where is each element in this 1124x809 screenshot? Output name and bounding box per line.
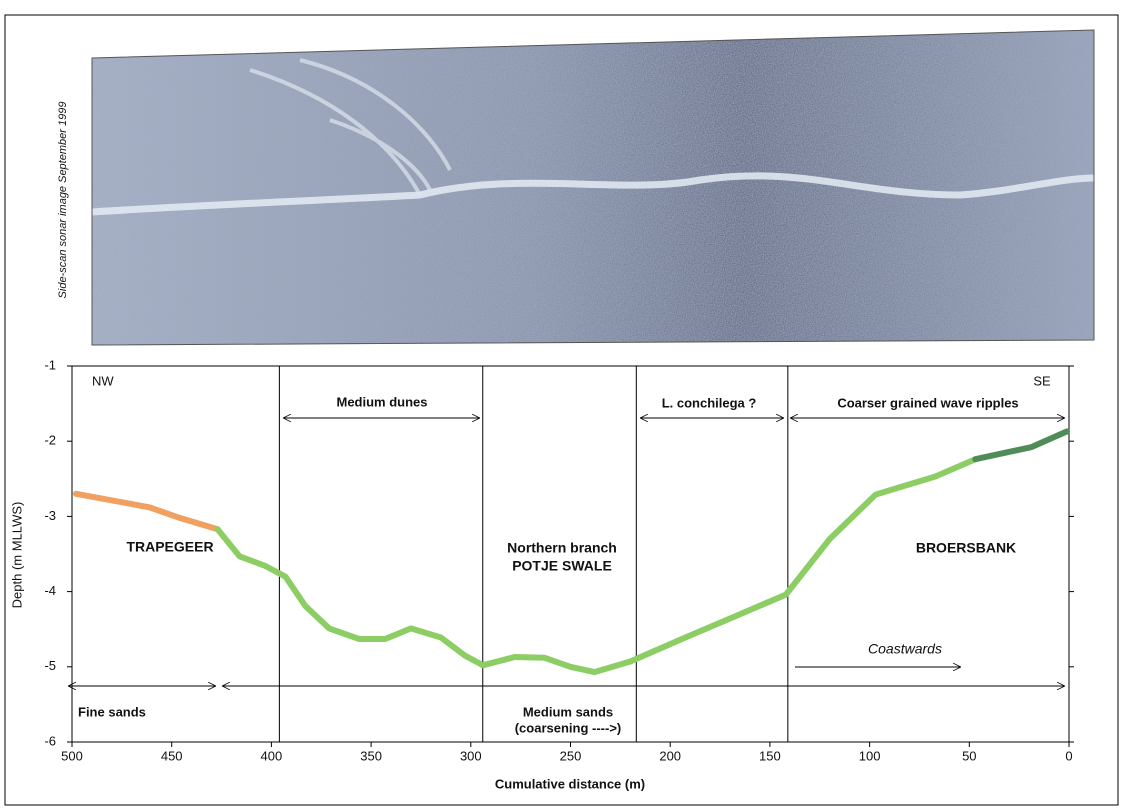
x-tick-label: 500: [61, 748, 83, 763]
annotation: BROERSBANK: [916, 540, 1016, 556]
x-tick-label: 200: [659, 748, 681, 763]
y-tick-label: -6: [44, 733, 56, 748]
y-tick-label: -4: [44, 583, 56, 598]
y-axis-label: Depth (m MLLWS): [9, 502, 24, 609]
x-tick-label: 0: [1065, 748, 1072, 763]
sonar-image: [92, 30, 1094, 345]
annotation: Medium sands: [523, 704, 613, 719]
annotation: Coarser grained wave ripples: [837, 395, 1018, 410]
annotation: Coastwards: [868, 641, 942, 657]
x-tick-label: 250: [560, 748, 582, 763]
x-tick-label: 150: [759, 748, 781, 763]
depth-line: [73, 490, 221, 533]
annotation: Fine sands: [78, 704, 146, 719]
x-tick-label: 300: [460, 748, 482, 763]
y-tick-label: -2: [44, 433, 56, 448]
image-label: Side-scan sonar image September 1999: [57, 102, 69, 299]
annotation: Northern branch: [507, 540, 617, 556]
x-tick-label: 50: [962, 748, 976, 763]
x-axis-label: Cumulative distance (m): [495, 776, 645, 791]
annotation: (coarsening ---->): [515, 720, 622, 735]
figure-frame: [4, 14, 1119, 806]
annotation: TRAPEGEER: [126, 539, 213, 555]
sonar-frame: [91, 29, 1095, 346]
depth-line: [214, 456, 979, 676]
x-tick-label: 100: [859, 748, 881, 763]
y-tick-label: -5: [44, 658, 56, 673]
x-tick-label: 350: [360, 748, 382, 763]
y-tick-label: -3: [44, 508, 56, 523]
depth-line: [972, 428, 1070, 463]
annotation: Medium dunes: [336, 394, 427, 409]
y-tick-label: -1: [44, 357, 56, 372]
x-tick-label: 400: [261, 748, 283, 763]
annotation: NW: [92, 373, 114, 388]
x-tick-label: 450: [161, 748, 183, 763]
annotation: L. conchilega ?: [662, 395, 757, 410]
annotation: SE: [1033, 373, 1051, 388]
annotation: POTJE SWALE: [512, 558, 612, 574]
